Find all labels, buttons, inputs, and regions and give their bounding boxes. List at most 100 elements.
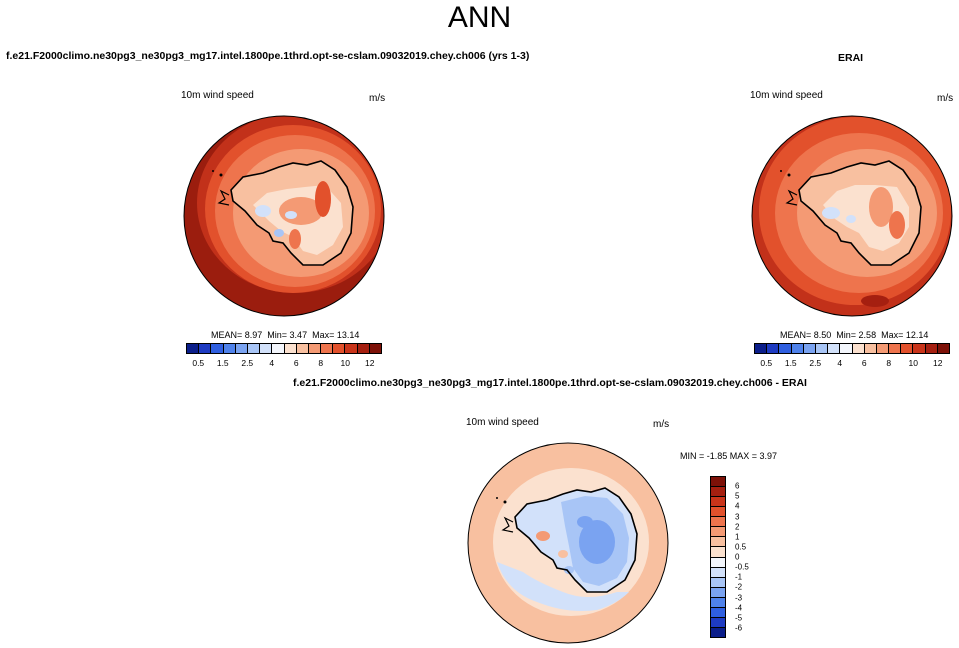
model-colorbar-label: 1.5	[216, 358, 229, 368]
model-colorbar-label: 12	[365, 358, 375, 368]
diff-colorbar-label: -3	[735, 593, 743, 602]
model-colorbar-label: 10	[340, 358, 350, 368]
model-colorbar-box	[187, 344, 200, 353]
model-colorbar-label: 8	[318, 358, 324, 368]
diff-colorbar-label: -4	[735, 603, 743, 613]
diff-colorbar-label: 3	[735, 512, 740, 521]
diff-colorbar-label: -6	[735, 623, 743, 633]
obs-colorbar-label: 10	[908, 358, 918, 368]
model-polar-map	[183, 115, 385, 317]
diff-minmax: MIN = -1.85 MAX = 3.97	[680, 451, 778, 461]
obs-max: Max= 12.14	[881, 330, 929, 340]
model-variable-label: 10m wind speed	[181, 90, 254, 101]
obs-variable-label: 10m wind speed	[750, 90, 823, 101]
diff-colorbar-label: -1	[735, 572, 743, 582]
model-max: Max= 13.14	[312, 330, 360, 340]
diff-colorbar-box	[711, 477, 725, 488]
obs-colorbar-box	[876, 344, 890, 353]
model-colorbar-box	[235, 344, 248, 353]
diff-colorbar-label: 0	[735, 552, 740, 562]
obs-colorbar-box	[937, 344, 949, 353]
diff-colorbar-box	[711, 597, 725, 608]
diff-colorbar: 6 5 4 3 2 1 0.5 0 -0.5 -1 -2 -3 -4 -5 -6	[710, 476, 760, 638]
model-colorbar-box	[247, 344, 261, 353]
obs-colorbar-box	[889, 344, 902, 353]
model-colorbar-box	[308, 344, 322, 353]
model-panel-title: f.e21.F2000climo.ne30pg3_ne30pg3_mg17.in…	[6, 50, 530, 62]
model-units-label: m/s	[369, 93, 386, 104]
model-colorbar-label: 6	[293, 358, 299, 368]
model-colorbar-box	[369, 344, 381, 353]
diff-colorbar-label: 5	[735, 491, 740, 501]
model-colorbar-box	[272, 344, 285, 353]
obs-colorbar-box	[755, 344, 768, 353]
model-colorbar-box	[260, 344, 273, 353]
model-colorbar-box	[357, 344, 370, 353]
model-colorbar-box	[333, 344, 346, 353]
diff-colorbar-box	[711, 577, 725, 588]
diff-colorbar-label: 1	[735, 532, 740, 542]
obs-colorbar-box	[840, 344, 853, 353]
model-colorbar-label: 0.5	[192, 358, 205, 368]
model-colorbar-label: 4	[269, 358, 275, 368]
model-colorbar-box	[223, 344, 236, 353]
obs-colorbar-box	[803, 344, 816, 353]
model-colorbar: 0.5 1.5 2.5 4 6 8 10 12	[186, 343, 382, 371]
model-colorbar-box	[284, 344, 297, 353]
obs-colorbar-box	[767, 344, 780, 353]
obs-colorbar: 0.5 1.5 2.5 4 6 8 10 12	[754, 343, 950, 371]
diff-colorbar-box	[711, 627, 725, 637]
model-colorbar-box	[296, 344, 309, 353]
obs-colorbar-label: 1.5	[784, 358, 797, 368]
model-colorbar-label: 2.5	[241, 358, 254, 368]
obs-colorbar-label: 6	[861, 358, 867, 368]
diff-colorbar-box	[711, 507, 725, 518]
diff-colorbar-label: 6	[735, 481, 740, 491]
diff-variable-label: 10m wind speed	[466, 417, 539, 428]
diff-colorbar-label: -2	[735, 582, 743, 592]
model-colorbar-box	[321, 344, 334, 353]
obs-stats: MEAN= 8.50 Min= 2.58 Max= 12.14	[780, 330, 928, 340]
diff-polar-map	[467, 442, 669, 644]
obs-colorbar-box	[852, 344, 865, 353]
diff-colorbar-label: 0.5	[735, 542, 747, 552]
diff-colorbar-box	[711, 617, 725, 628]
model-colorbar-box	[345, 344, 358, 353]
diff-units-label: m/s	[653, 419, 670, 430]
diff-colorbar-box	[711, 547, 725, 558]
diff-colorbar-box	[711, 607, 725, 618]
obs-colorbar-box	[815, 344, 829, 353]
obs-colorbar-label: 4	[837, 358, 843, 368]
diff-colorbar-box	[711, 527, 725, 538]
obs-units-label: m/s	[937, 93, 954, 104]
figure-title: ANN	[447, 1, 512, 34]
obs-min: Min= 2.58	[836, 330, 877, 340]
diff-colorbar-label: 4	[735, 501, 740, 511]
diff-colorbar-box	[711, 487, 725, 498]
obs-colorbar-label: 2.5	[809, 358, 822, 368]
obs-polar-map	[751, 115, 953, 317]
model-colorbar-box	[199, 344, 212, 353]
obs-colorbar-box	[779, 344, 792, 353]
diff-colorbar-box	[711, 587, 725, 598]
diff-colorbar-box	[711, 557, 725, 568]
obs-colorbar-box	[901, 344, 914, 353]
obs-colorbar-box	[913, 344, 926, 353]
diff-colorbar-label: -0.5	[735, 562, 749, 572]
diff-colorbar-box	[711, 537, 725, 548]
obs-colorbar-box	[828, 344, 841, 353]
model-stats: MEAN= 8.97 Min= 3.47 Max= 13.14	[211, 330, 359, 340]
obs-mean: MEAN= 8.50	[780, 330, 832, 340]
obs-colorbar-box	[791, 344, 804, 353]
model-min: Min= 3.47	[267, 330, 308, 340]
diff-colorbar-box	[711, 567, 725, 578]
obs-colorbar-box	[864, 344, 877, 353]
diff-colorbar-label: -5	[735, 613, 743, 623]
diff-colorbar-box	[711, 517, 725, 528]
obs-colorbar-box	[925, 344, 938, 353]
model-colorbar-box	[211, 344, 224, 353]
obs-colorbar-label: 8	[886, 358, 892, 368]
model-mean: MEAN= 8.97	[211, 330, 263, 340]
obs-panel-title: ERAI	[838, 52, 864, 64]
diff-colorbar-box	[711, 497, 725, 508]
